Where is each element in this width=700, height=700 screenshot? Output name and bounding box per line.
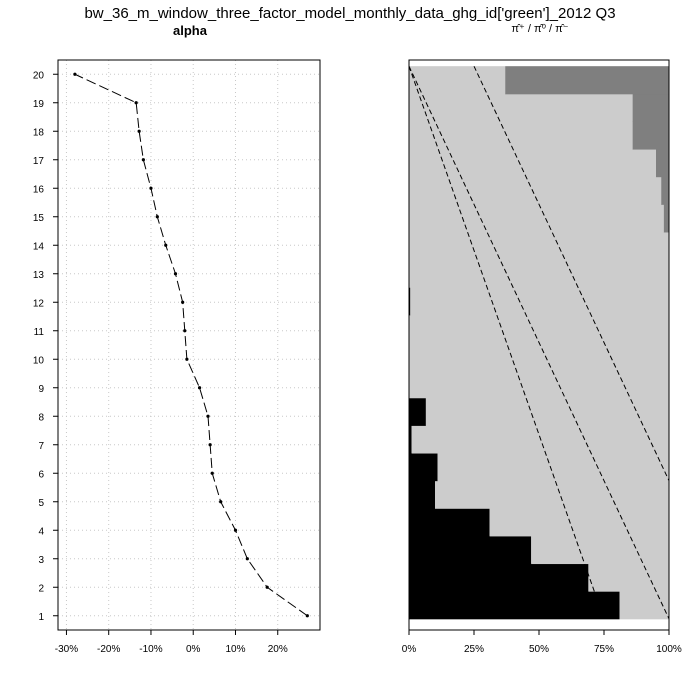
bar-pi-minus (409, 563, 589, 592)
right-panel-title: π̂⁺ / π̂⁰ / π̂⁻ (511, 23, 569, 35)
alpha-point (183, 329, 187, 333)
alpha-point (210, 471, 214, 475)
y-tick-label: 17 (33, 156, 45, 167)
alpha-point (185, 357, 189, 361)
bar-pi-minus (409, 397, 426, 426)
alpha-point (233, 528, 238, 532)
y-tick-label: 8 (38, 412, 44, 423)
bar-pi-zero (531, 535, 669, 565)
y-tick-label: 20 (33, 70, 45, 81)
alpha-point (208, 443, 212, 447)
bar-pi-zero (437, 453, 669, 482)
y-tick-label: 5 (38, 498, 44, 509)
bar-pi-zero (409, 93, 633, 122)
alpha-point (134, 101, 138, 105)
y-tick-label: 7 (38, 441, 44, 452)
bar-pi-minus (409, 453, 438, 482)
alpha-point (197, 386, 202, 390)
y-tick-label: 18 (33, 127, 45, 138)
alpha-series-line (74, 73, 308, 617)
x-tick-label: -10% (139, 644, 162, 655)
alpha-point (73, 72, 77, 76)
bar-pi-zero (588, 563, 669, 592)
alpha-point (219, 500, 223, 504)
dashed-reference-line (409, 66, 605, 619)
pi-panel: 0% 25% 50% 75% 100% (402, 59, 682, 655)
y-tick-label: 1 (38, 612, 44, 623)
y-tick-label: 6 (38, 469, 44, 480)
bar-pi-zero (409, 370, 669, 399)
bar-pi-minus (409, 591, 620, 620)
bar-pi-minus (409, 425, 412, 454)
alpha-point (149, 186, 153, 190)
bar-pi-zero (409, 149, 656, 178)
alpha-point (206, 414, 210, 418)
y-tick-label: 13 (33, 270, 45, 281)
x-tick-label: -20% (97, 644, 120, 655)
bar-pi-zero (619, 591, 669, 620)
x-tick-label: 50% (529, 644, 549, 655)
bar-pi-plus (656, 149, 669, 178)
bar-pi-zero (409, 121, 633, 150)
bar-pi-zero (409, 342, 669, 371)
alpha-plot-frame (57, 59, 321, 631)
chart-title: bw_36_m_window_three_factor_model_monthl… (84, 5, 616, 22)
y-tick-label: 14 (33, 241, 45, 252)
x-tick-label: 0% (186, 644, 201, 655)
x-tick-label: 10% (225, 644, 245, 655)
y-tick-label: 12 (33, 298, 45, 309)
alpha-point (245, 557, 249, 561)
alpha-panel: -30% -20% -10% 0% 10% 20%12345678910111213141… (33, 59, 321, 655)
y-tick-label: 10 (33, 355, 45, 366)
bar-pi-zero (409, 314, 669, 343)
bar-pi-minus (409, 287, 411, 316)
bar-pi-plus (661, 176, 669, 205)
bar-pi-zero (435, 480, 669, 509)
bar-pi-zero (409, 259, 669, 288)
bar-pi-zero (425, 397, 669, 426)
bar-pi-minus (409, 535, 532, 565)
x-tick-label: 20% (268, 644, 288, 655)
alpha-point (141, 158, 145, 162)
x-tick-label: 100% (656, 644, 682, 655)
bar-pi-plus (505, 66, 669, 95)
y-tick-label: 4 (38, 526, 44, 537)
bar-pi-zero (409, 66, 506, 95)
x-tick-label: 0% (402, 644, 417, 655)
x-tick-label: 75% (594, 644, 614, 655)
alpha-point (137, 129, 141, 133)
y-tick-label: 3 (38, 555, 44, 566)
dashed-reference-line (473, 66, 669, 482)
left-panel-title: alpha (173, 23, 207, 38)
bar-pi-minus (409, 480, 435, 509)
bar-pi-zero (409, 176, 662, 205)
x-tick-label: 25% (464, 644, 484, 655)
y-tick-label: 2 (38, 583, 44, 594)
alpha-point (164, 243, 168, 247)
bar-pi-zero (409, 204, 664, 233)
y-tick-label: 15 (33, 213, 45, 224)
alpha-point (181, 300, 185, 304)
x-tick-label: -30% (55, 644, 78, 655)
alpha-point (305, 614, 309, 618)
bar-pi-minus (409, 508, 490, 537)
alpha-point (265, 585, 269, 589)
bar-pi-zero (409, 231, 669, 261)
alpha-point (155, 215, 159, 219)
bar-pi-plus (632, 121, 669, 150)
y-tick-label: 16 (33, 184, 45, 195)
y-tick-label: 9 (38, 384, 44, 395)
y-tick-label: 11 (34, 327, 45, 338)
bar-pi-plus (663, 204, 669, 233)
dashed-reference-line (409, 66, 669, 619)
bar-pi-plus (632, 93, 669, 122)
bar-pi-zero (489, 508, 669, 537)
bar-pi-zero (410, 287, 669, 316)
y-tick-label: 19 (33, 99, 45, 110)
dashed-lines (409, 66, 669, 619)
alpha-point (173, 272, 178, 276)
